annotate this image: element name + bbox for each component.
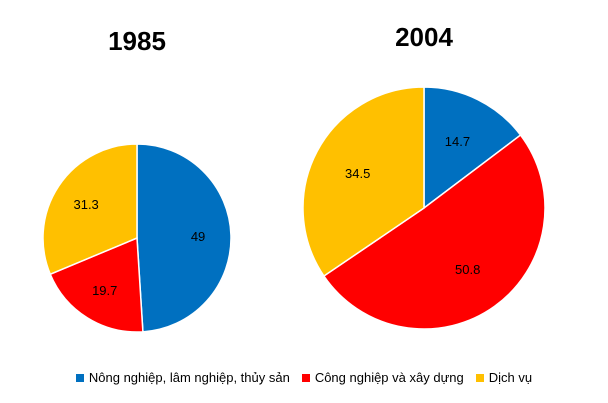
- pie-2004-slice-agri: [423, 86, 522, 210]
- legend-swatch-services: [475, 373, 484, 382]
- pie-1985-slice-services: [42, 143, 138, 276]
- pie-1985-slice-industry: [49, 236, 144, 333]
- legend-label-services: Dịch vụ: [488, 370, 533, 385]
- legend-swatch-agri: [75, 373, 84, 382]
- pie-1985-label-services: 31.3: [73, 197, 98, 212]
- pie-2004-slice-industry: [322, 133, 546, 330]
- pie-1985-label-agri: 49: [191, 229, 205, 244]
- chart-title-2004: 2004: [395, 22, 453, 52]
- pie-2004-label-industry: 50.8: [455, 262, 480, 277]
- legend-label-agri: Nông nghiệp, lâm nghiệp, thủy sản: [88, 370, 290, 385]
- legend-item-services: Dịch vụ: [475, 370, 533, 385]
- legend-item-agri: Nông nghiệp, lâm nghiệp, thủy sản: [75, 370, 290, 385]
- pie-2004-label-agri: 14.7: [445, 134, 470, 149]
- legend: Nông nghiệp, lâm nghiệp, thủy sản Công n…: [0, 370, 608, 385]
- legend-swatch-industry: [301, 373, 310, 382]
- pie-2004-label-services: 34.5: [345, 166, 370, 181]
- pie-2004: 14.7 50.8 34.5: [302, 86, 546, 330]
- pie-1985: 49 19.7 31.3: [42, 143, 232, 333]
- legend-item-industry: Công nghiệp và xây dựng: [301, 370, 464, 385]
- chart-title-1985: 1985: [108, 26, 166, 56]
- pie-1985-label-industry: 19.7: [92, 283, 117, 298]
- pie-1985-slice-agri: [136, 143, 232, 333]
- legend-label-industry: Công nghiệp và xây dựng: [314, 370, 464, 385]
- pie-2004-slice-services: [302, 86, 425, 278]
